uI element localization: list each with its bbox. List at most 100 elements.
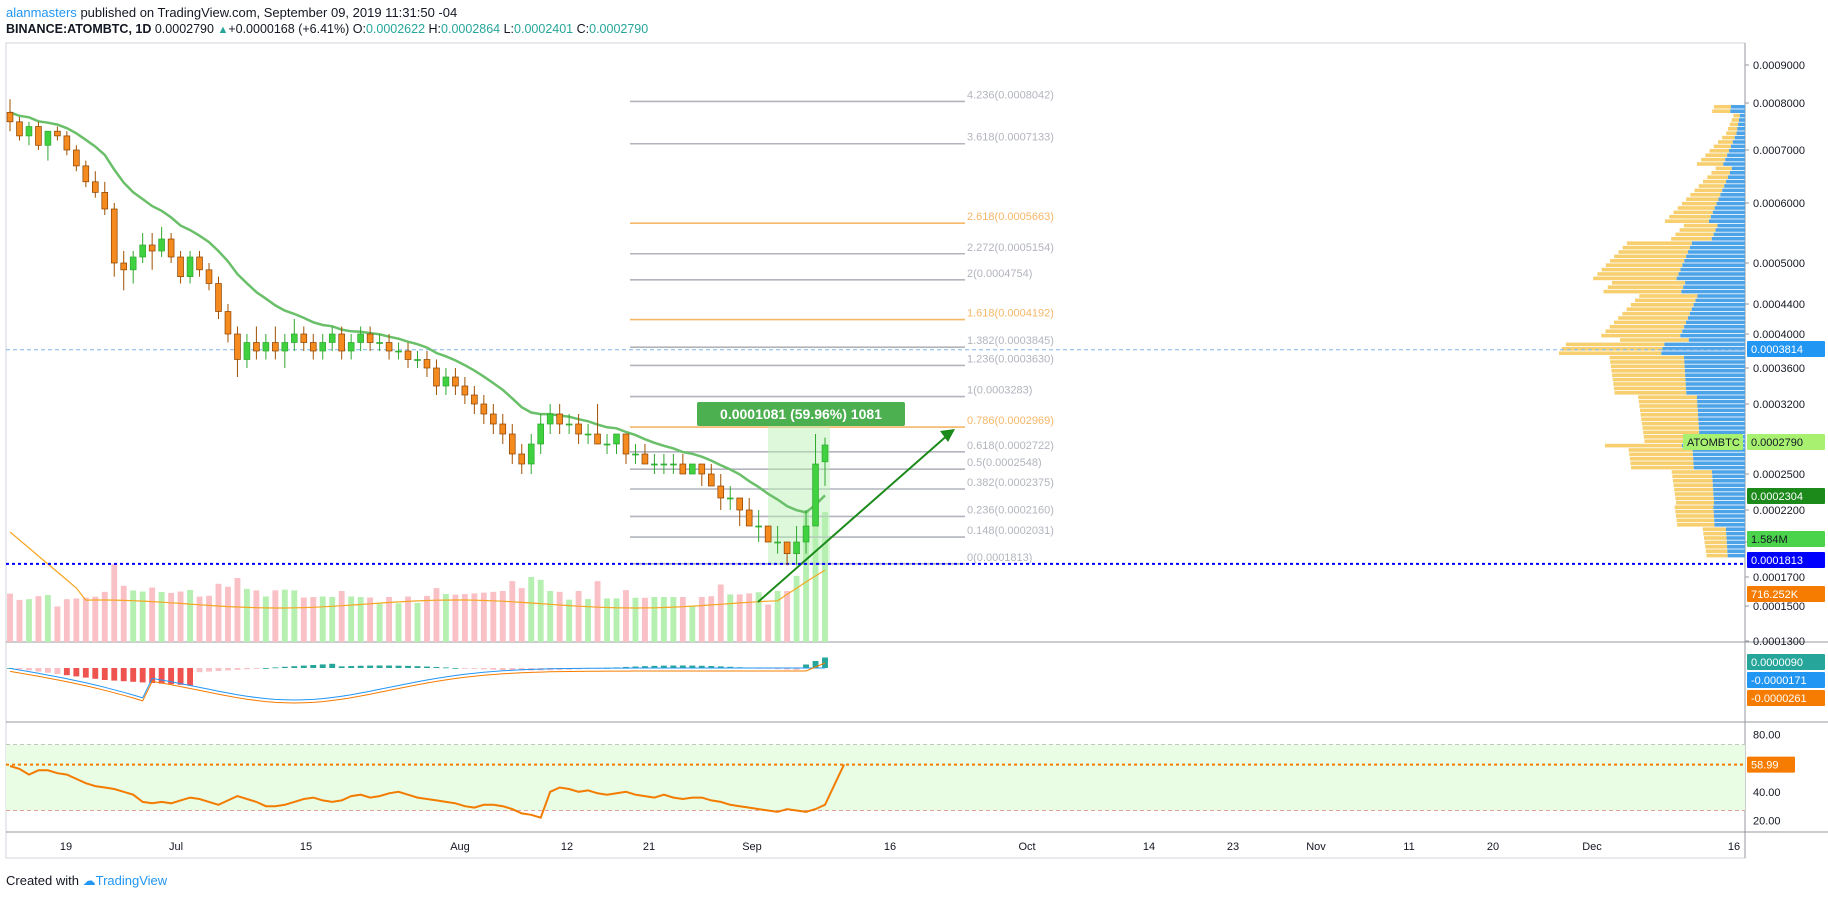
candle-body (745, 509, 753, 527)
volume-profile-bar (1661, 351, 1745, 355)
volume-profile-bar (1628, 448, 1693, 452)
volume-profile-bar (1725, 157, 1745, 162)
candle-body (35, 126, 42, 146)
volume-profile-bar (1714, 523, 1745, 527)
price-tick-label: 0.0001500 (1753, 601, 1805, 613)
volume-profile-bar (1640, 408, 1698, 413)
candle-body (148, 244, 156, 252)
candle-body (490, 413, 497, 425)
candle-body (471, 394, 478, 405)
candle-body (395, 350, 402, 353)
volume-profile-bar (1726, 540, 1745, 545)
volume-profile-bar (1734, 135, 1745, 140)
candle-body (546, 413, 554, 425)
author-link[interactable]: alanmasters (6, 5, 77, 20)
volume-bar (585, 599, 592, 642)
macd-histogram-bar (35, 668, 42, 672)
price-tick-label: 0.0004400 (1753, 299, 1805, 311)
volume-profile-bar (1727, 545, 1745, 549)
volume-profile-bar (1618, 316, 1688, 320)
macd-histogram-bar (793, 668, 800, 670)
candle-body (385, 342, 393, 352)
volume-bar (101, 591, 108, 642)
volume-bar (793, 575, 800, 642)
macd-histogram-bar (272, 667, 279, 669)
macd-pane (7, 657, 828, 704)
volume-profile-bar (1612, 377, 1686, 382)
volume-bar (281, 589, 288, 642)
macd-histogram-bar (679, 665, 686, 668)
macd-histogram-bar (329, 663, 336, 668)
volume-bar (480, 592, 487, 642)
header: alanmasters published on TradingView.com… (6, 4, 457, 22)
volume-bar (623, 590, 629, 642)
fib-level-label: 1.618(0.0004192) (967, 308, 1054, 320)
candle-body (812, 463, 819, 527)
price-tag-bg (1747, 341, 1825, 357)
volume-profile-bar (1704, 540, 1727, 545)
macd-histogram-bar (291, 666, 298, 668)
candle-body (205, 269, 213, 284)
volume-profile-bar (1674, 492, 1714, 496)
volume-bar (414, 602, 421, 642)
volume-profile-bar (1630, 461, 1694, 465)
time-tick-label: Aug (450, 841, 470, 853)
volume-bar (73, 598, 80, 642)
candle-body (565, 423, 573, 426)
candle-body (44, 130, 52, 146)
macd-histogram-bar (689, 665, 696, 668)
volume-profile-bar (1669, 215, 1711, 219)
candle-body (461, 385, 469, 396)
volume-profile-bar (1685, 382, 1745, 386)
volume-bar (717, 584, 724, 642)
volume-profile-bar (1729, 122, 1739, 127)
volume-profile-bar (1676, 518, 1715, 523)
candle-body (110, 208, 118, 264)
candle-body (821, 444, 829, 463)
candlesticks[interactable] (6, 99, 829, 566)
candle-body (575, 423, 582, 435)
volume-profile-bar (1712, 210, 1745, 215)
time-tick-label: 20 (1487, 841, 1499, 853)
macd-histogram-bar (452, 667, 459, 669)
volume-bar (215, 583, 222, 642)
macd-histogram-bar (433, 666, 440, 668)
price-tick-label: 0.0004000 (1753, 329, 1805, 341)
volume-profile-bar (1704, 536, 1727, 540)
macd-histogram-bar (395, 665, 402, 668)
volume-bar (272, 590, 279, 642)
macd-histogram-bar (471, 668, 478, 669)
volume-profile-bar (1727, 549, 1745, 553)
volume-profile-bar (1665, 219, 1710, 223)
tradingview-link[interactable]: TradingView (95, 873, 168, 888)
volume-bar (196, 596, 203, 642)
price-tick-label: 0.0001700 (1753, 572, 1805, 584)
volume-bar (44, 595, 51, 642)
volume-profile-bar (1675, 496, 1714, 501)
volume-profile-bar (1722, 135, 1735, 140)
high-label: H: (428, 22, 442, 36)
time-axis[interactable]: 19 Jul 15 Aug 12 21 Sep 16 Oct 14 23 Nov 11 20 Dec 16 (60, 841, 1740, 853)
volume-profile-bar (1601, 333, 1681, 338)
macd-histogram-bar (206, 668, 212, 672)
volume-profile-bar (1674, 487, 1714, 492)
macd-histogram-bar (149, 668, 156, 683)
price-tag-bg (1747, 434, 1825, 450)
volume-bar (642, 597, 648, 642)
fib-level-label: 0.618(0.0002722) (967, 440, 1054, 452)
volume-profile-bar (1711, 237, 1745, 241)
volume-bar (727, 594, 734, 642)
volume-profile-bar (1709, 149, 1730, 153)
volume-profile-bar (1712, 479, 1745, 483)
volume-profile-bar (1686, 391, 1745, 395)
up-triangle-icon: ▲ (217, 24, 229, 36)
volume-bar (338, 591, 345, 642)
symbol-tag-bg (1683, 434, 1743, 450)
time-tick-label: Nov (1306, 841, 1326, 853)
chart-border (5, 42, 1746, 859)
symbol-title[interactable]: BINANCE:ATOMBTC, 1D (6, 22, 152, 36)
volume-profile-bar (1605, 263, 1683, 267)
fibonacci-extension[interactable]: 4.236(0.0008042) 3.618(0.0007133) 2.618(0.… (6, 89, 1745, 603)
volume-profile-bar (1688, 338, 1745, 342)
